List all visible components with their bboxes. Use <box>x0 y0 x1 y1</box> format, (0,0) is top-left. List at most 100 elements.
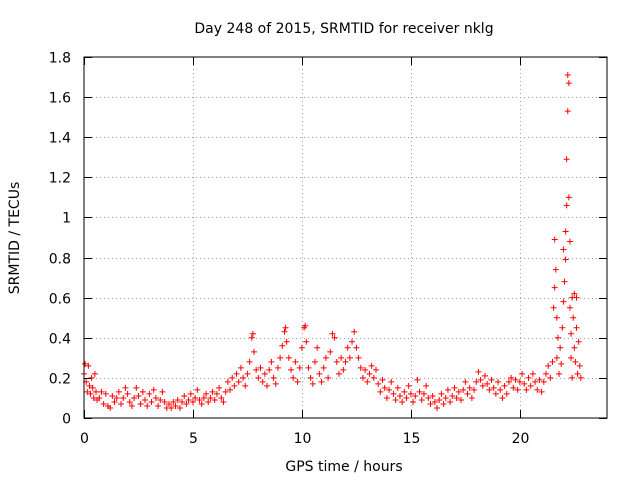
data-point <box>405 382 412 389</box>
data-point <box>285 354 292 361</box>
data-point <box>240 374 247 381</box>
data-point <box>529 370 536 377</box>
data-point <box>298 344 305 351</box>
data-point <box>355 354 362 361</box>
data-point <box>218 394 225 401</box>
data-point <box>152 394 159 401</box>
data-point <box>488 376 495 383</box>
data-point <box>510 384 517 391</box>
data-point <box>277 354 284 361</box>
data-point <box>495 378 502 385</box>
data-point <box>346 354 353 361</box>
data-point <box>519 370 526 377</box>
data-point <box>124 390 131 397</box>
data-point <box>91 370 98 377</box>
data-point <box>568 330 575 337</box>
data-point <box>436 396 443 403</box>
data-point <box>565 194 572 201</box>
data-point <box>250 348 257 355</box>
data-point <box>573 294 580 301</box>
data-point <box>558 360 565 367</box>
data-point <box>466 384 473 391</box>
data-point <box>196 396 203 403</box>
data-point <box>227 386 234 393</box>
data-point <box>566 304 573 311</box>
data-point <box>86 382 93 389</box>
data-point <box>244 370 251 377</box>
data-point <box>294 378 301 385</box>
data-point <box>574 370 581 377</box>
data-point <box>534 386 541 393</box>
data-point <box>209 388 216 395</box>
data-point <box>159 388 166 395</box>
data-point <box>514 386 521 393</box>
data-point <box>536 376 543 383</box>
data-point <box>373 366 380 373</box>
y-tick-label: 0 <box>62 412 71 428</box>
data-point <box>168 404 175 411</box>
data-point <box>133 384 140 391</box>
data-point <box>266 366 273 373</box>
data-point <box>414 376 421 383</box>
data-point <box>557 344 564 351</box>
data-point <box>187 390 194 397</box>
data-point <box>183 400 190 407</box>
data-point <box>257 364 264 371</box>
data-point <box>521 380 528 387</box>
data-point <box>453 394 460 401</box>
data-point <box>102 390 109 397</box>
data-point <box>560 298 567 305</box>
data-point <box>571 344 578 351</box>
data-point <box>181 392 188 399</box>
data-point <box>146 390 153 397</box>
data-point <box>322 354 329 361</box>
data-marks <box>81 72 584 411</box>
data-point <box>340 366 347 373</box>
data-point <box>547 374 554 381</box>
data-point <box>229 374 236 381</box>
data-point <box>377 388 384 395</box>
data-point <box>344 344 351 351</box>
data-point <box>307 374 314 381</box>
data-point <box>399 398 406 405</box>
data-point <box>418 396 425 403</box>
data-point <box>559 324 566 331</box>
data-point <box>233 370 240 377</box>
data-point <box>137 400 144 407</box>
data-point <box>351 328 358 335</box>
data-point <box>172 402 179 409</box>
y-tick-label: 1.6 <box>49 91 71 107</box>
data-point <box>165 400 172 407</box>
data-point <box>551 284 558 291</box>
data-point <box>560 246 567 253</box>
data-point <box>479 382 486 389</box>
data-point <box>327 348 334 355</box>
data-point <box>92 388 99 395</box>
data-point <box>329 330 336 337</box>
data-point <box>279 342 286 349</box>
data-point <box>388 378 395 385</box>
data-point <box>242 382 249 389</box>
data-point <box>429 392 436 399</box>
data-point <box>220 398 227 405</box>
y-tick-label: 0.8 <box>49 252 71 268</box>
y-tick-label: 1.8 <box>49 51 71 67</box>
data-point <box>224 378 231 385</box>
data-point <box>442 394 449 401</box>
data-point <box>157 396 164 403</box>
data-point <box>457 396 464 403</box>
data-point <box>462 378 469 385</box>
data-point <box>577 374 584 381</box>
data-point <box>553 314 560 321</box>
x-tick-label: 20 <box>512 431 530 447</box>
data-point <box>549 358 556 365</box>
data-point <box>107 404 114 411</box>
data-point <box>497 386 504 393</box>
y-tick-label: 1 <box>62 211 71 227</box>
data-point <box>118 400 125 407</box>
x-tick-label: 15 <box>403 431 421 447</box>
data-point <box>562 256 569 263</box>
data-point <box>189 398 196 405</box>
data-point <box>434 404 441 411</box>
data-point <box>311 358 318 365</box>
